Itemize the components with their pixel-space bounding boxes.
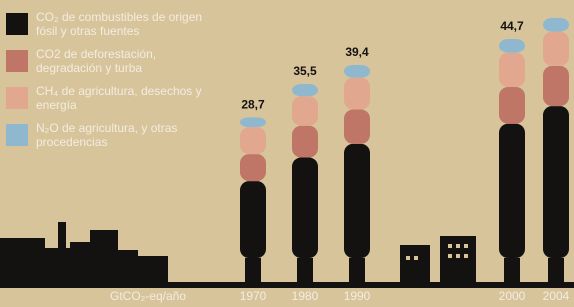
smoke-segment <box>344 65 370 78</box>
legend-label: CO2 de deforestación, degradación y turb… <box>36 47 221 75</box>
smoke-segment <box>499 39 525 53</box>
smoke-segment <box>240 117 266 127</box>
legend-swatch <box>6 87 28 109</box>
smoke-segment <box>344 144 370 258</box>
infographic: GtCO₂-eq/año 28,7 1970 35,5 1980 39,4 1990 44,… <box>0 0 574 307</box>
smoke-segment <box>292 158 318 258</box>
chimney <box>548 258 564 284</box>
smoke-segment <box>344 110 370 144</box>
total-label: 28,7 <box>241 98 265 112</box>
smoke-segment <box>499 124 525 258</box>
x-tick-label: 2000 <box>499 289 526 303</box>
legend: CO₂ de combustibles de origen fósil y ot… <box>6 10 221 158</box>
smoke-segment <box>240 154 266 181</box>
unit-label: GtCO₂-eq/año <box>110 289 186 303</box>
legend-label: CH₄ de agricultura, desechos y energía <box>36 84 221 112</box>
smoke-segment <box>292 96 318 125</box>
smoke-segment <box>292 84 318 96</box>
chimney <box>504 258 520 284</box>
legend-item: CH₄ de agricultura, desechos y energía <box>6 84 221 112</box>
smoke-segment <box>240 181 266 258</box>
smoke-segment <box>543 106 569 258</box>
legend-item: CO₂ de combustibles de origen fósil y ot… <box>6 10 221 38</box>
chimney <box>349 258 365 284</box>
smoke-segment <box>344 78 370 110</box>
legend-swatch <box>6 50 28 72</box>
x-tick-label: 2004 <box>543 289 570 303</box>
x-tick-label: 1970 <box>240 289 267 303</box>
legend-label: CO₂ de combustibles de origen fósil y ot… <box>36 10 221 38</box>
chimney <box>245 258 261 284</box>
chimney <box>297 258 313 284</box>
total-label: 44,7 <box>500 19 524 33</box>
x-tick-label: 1990 <box>344 289 371 303</box>
legend-swatch <box>6 124 28 146</box>
legend-swatch <box>6 13 28 35</box>
total-label: 39,4 <box>345 45 369 59</box>
city-silhouette <box>0 222 574 288</box>
legend-label: N₂O de agricultura, y otras procedencias <box>36 121 221 149</box>
smoke-segment <box>543 32 569 66</box>
smoke-segment <box>240 127 266 154</box>
smoke-segment <box>499 87 525 124</box>
smoke-segment <box>543 66 569 106</box>
x-tick-label: 1980 <box>292 289 319 303</box>
total-label: 35,5 <box>293 64 317 78</box>
legend-item: N₂O de agricultura, y otras procedencias <box>6 121 221 149</box>
smoke-segment <box>499 53 525 87</box>
legend-item: CO2 de deforestación, degradación y turb… <box>6 47 221 75</box>
smoke-segment <box>292 126 318 158</box>
smoke-segment <box>543 18 569 32</box>
